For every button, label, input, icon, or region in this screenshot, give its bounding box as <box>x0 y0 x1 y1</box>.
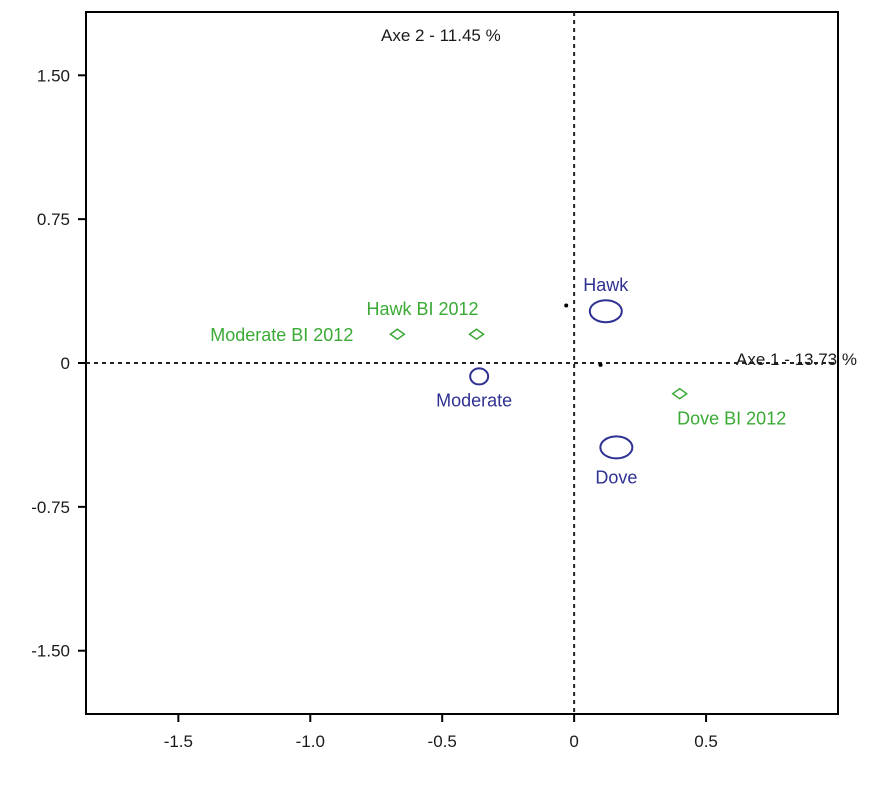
point-label-hawk: Hawk <box>583 275 629 295</box>
point-marker-dove-bi-2012 <box>671 387 688 400</box>
origin-dot <box>564 303 569 308</box>
zero-axes <box>86 12 838 714</box>
y-tick-label: 0 <box>61 354 70 373</box>
x-tick-label: -1.5 <box>164 732 193 751</box>
y-tick-label: -1.50 <box>31 642 70 661</box>
point-marker-moderate <box>469 367 490 386</box>
ticks-layer: -1.5 -1.0 -0.5 0 0.5 1.50 0.75 0 -0.75 -1.50 <box>31 66 718 751</box>
axis2-label: Axe 2 - 11.45 % <box>381 26 501 45</box>
y-tick-label: -0.75 <box>31 498 70 517</box>
data-marks: Hawk Moderate Dove Moderate BI 2012 Hawk BI … <box>210 275 786 487</box>
x-tick-label: -0.5 <box>428 732 457 751</box>
x-tick-label: 0.5 <box>694 732 718 751</box>
x-tick-label: 0 <box>569 732 578 751</box>
point-label-moderate-bi-2012: Moderate BI 2012 <box>210 325 353 345</box>
point-marker-moderate-bi-2012 <box>389 328 406 341</box>
point-label-hawk-bi-2012: Hawk BI 2012 <box>366 299 478 319</box>
y-tick-label: 1.50 <box>37 66 70 85</box>
point-marker-hawk <box>588 299 623 324</box>
axis1-label: Axe 1 - 13.73 % <box>736 350 857 369</box>
y-tick-label: 0.75 <box>37 210 70 229</box>
point-label-dove: Dove <box>595 467 637 487</box>
point-label-moderate: Moderate <box>436 390 512 410</box>
point-label-dove-bi-2012: Dove BI 2012 <box>677 409 786 429</box>
point-marker-hawk-bi-2012 <box>468 328 485 341</box>
x-tick-label: -1.0 <box>296 732 325 751</box>
point-marker-dove <box>599 435 634 460</box>
origin-dot <box>598 362 603 367</box>
